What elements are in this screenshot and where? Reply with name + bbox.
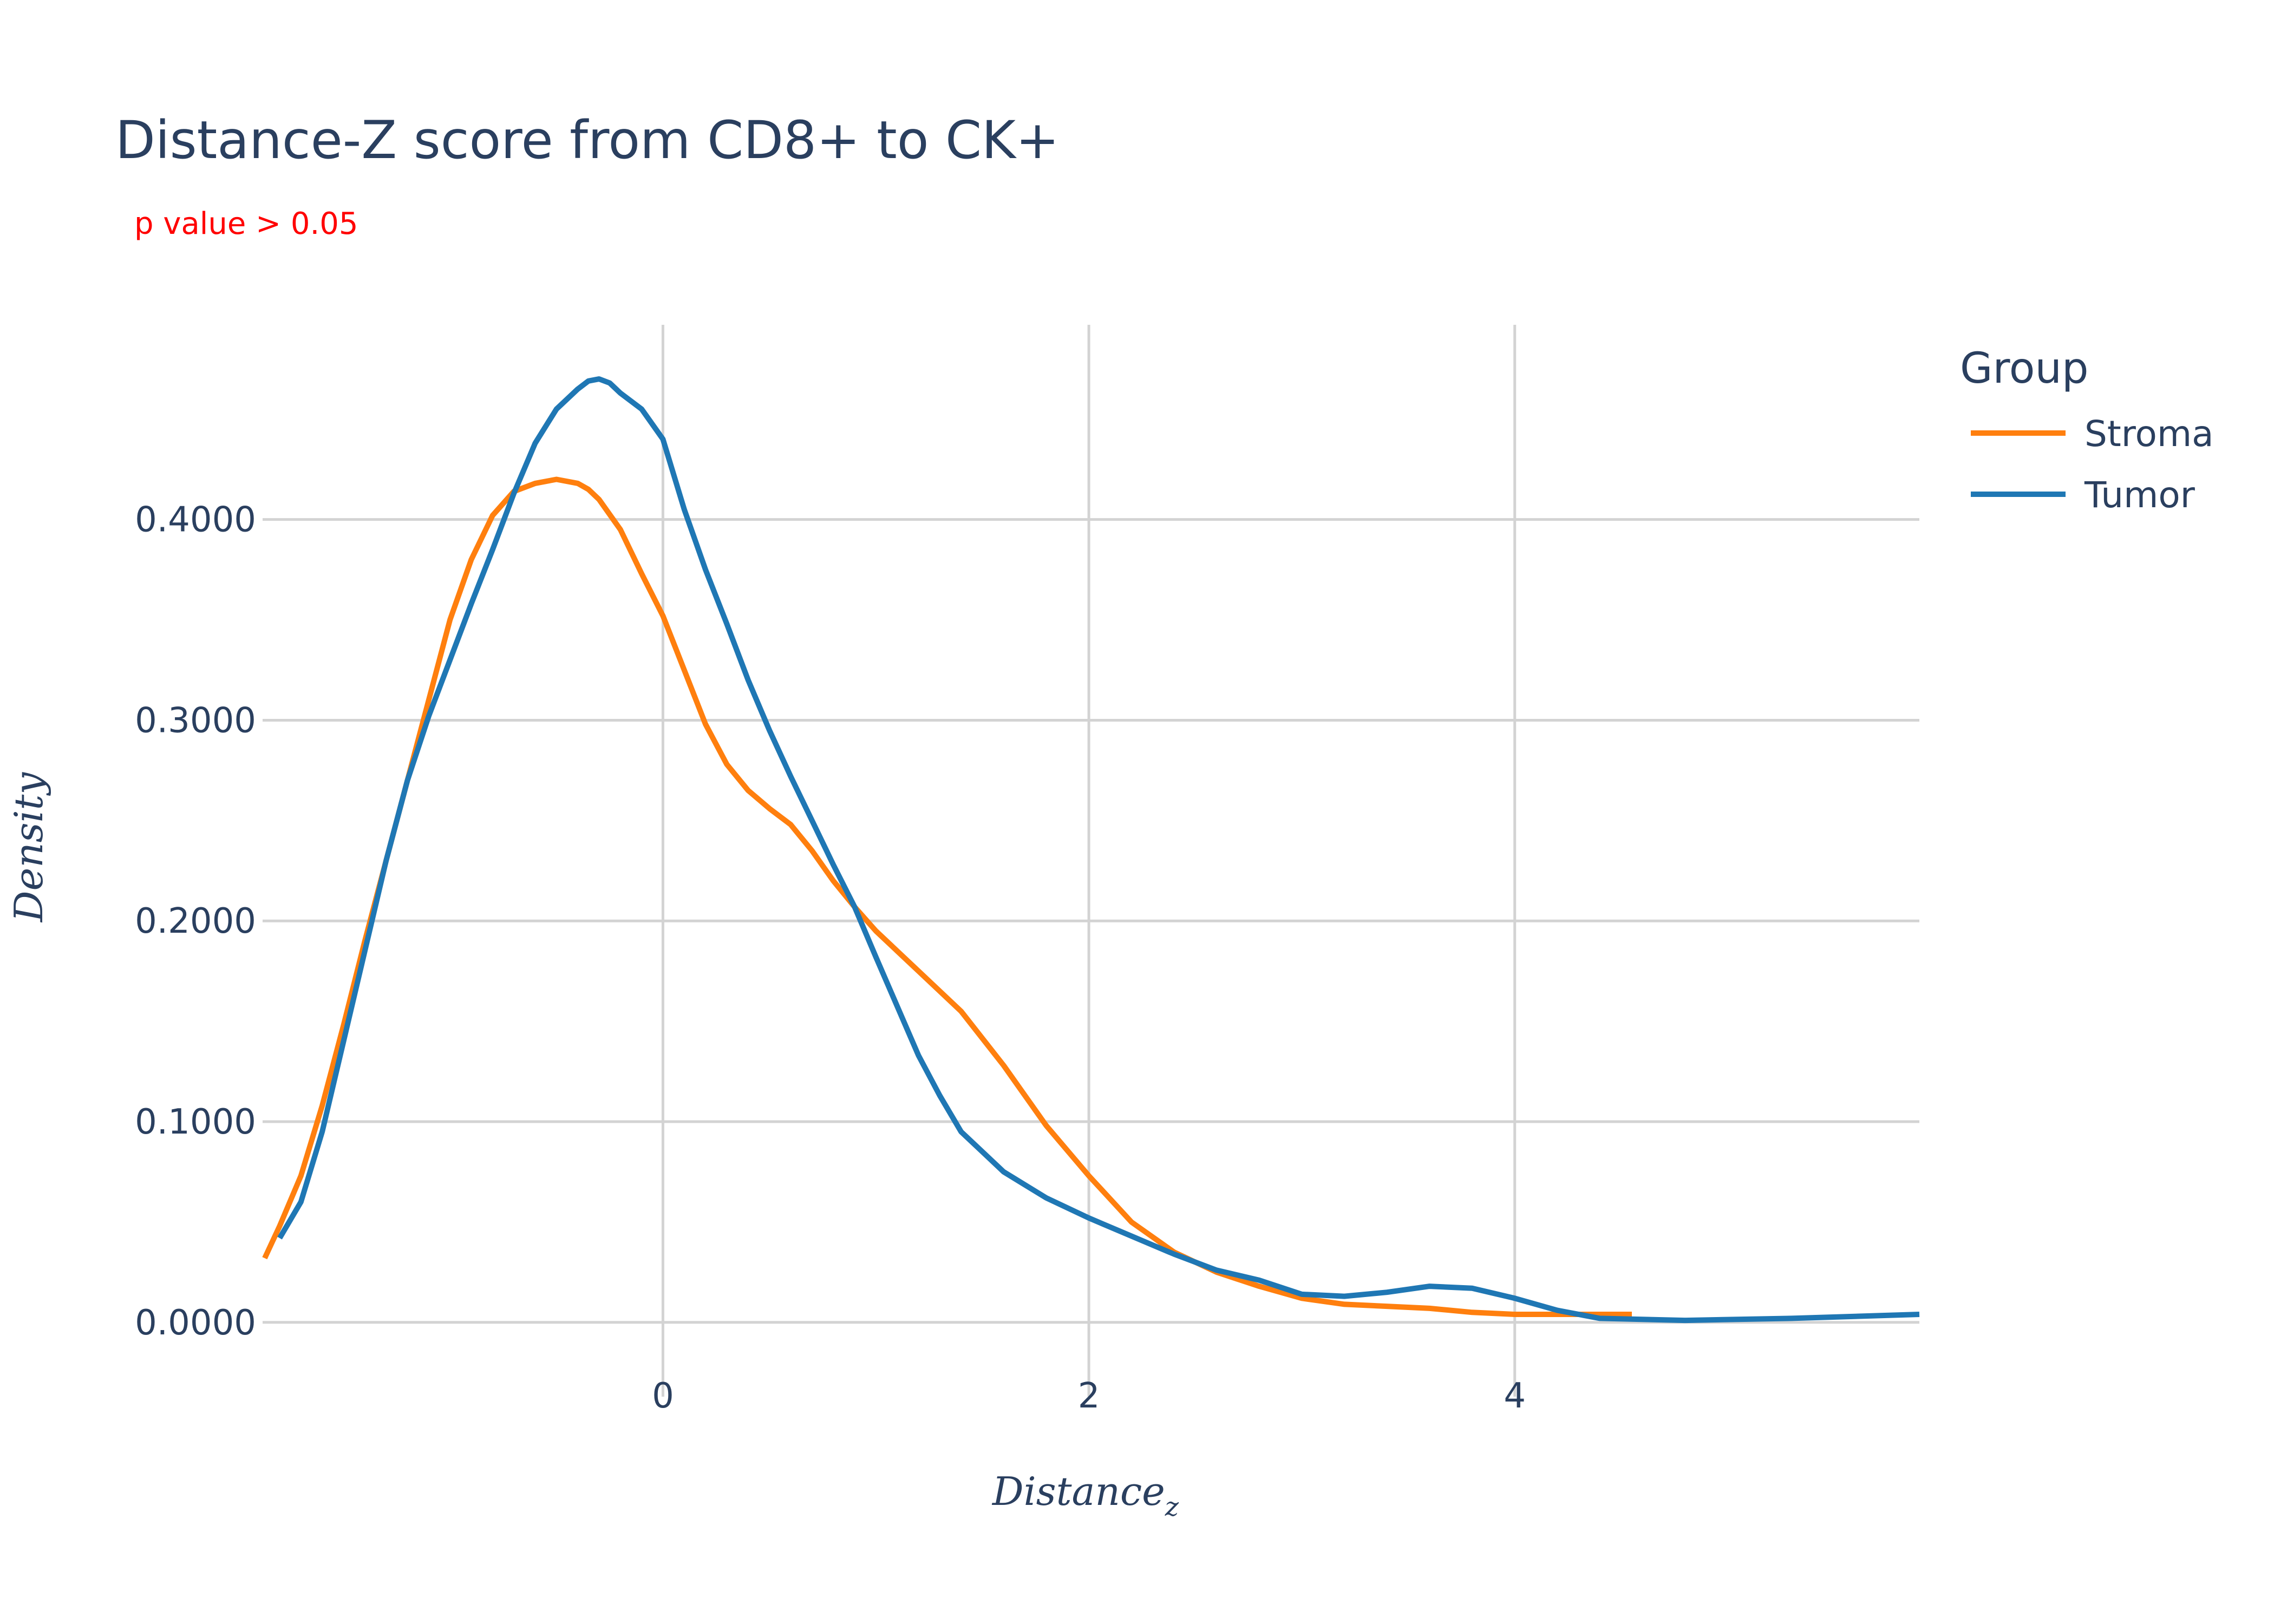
series-line-stroma [262, 476, 1632, 1317]
x-axis-label: Distancez [991, 1469, 1179, 1522]
gridlines [263, 325, 1919, 1397]
legend-title: Group [1960, 344, 2088, 393]
legend-label-tumor: Tumor [2084, 474, 2195, 516]
x-axis-label-subscript: z [1165, 1492, 1179, 1522]
chart-subtitle: p value > 0.05 [134, 206, 358, 241]
y-axis-label: Density [6, 772, 51, 924]
legend-label-stroma: Stroma [2084, 413, 2214, 455]
y-tick-label: 0.2000 [135, 901, 256, 941]
y-tick-label: 0.0000 [135, 1303, 256, 1343]
legend: Group Stroma Tumor [1960, 344, 2214, 516]
x-axis-ticks: 0 2 4 [652, 1376, 1526, 1416]
y-tick-label: 0.3000 [135, 700, 256, 741]
legend-items: Stroma Tumor [1971, 413, 2214, 516]
x-axis-label-main: Distance [991, 1469, 1165, 1514]
y-tick-label: 0.4000 [135, 500, 256, 540]
chart-title: Distance-Z score from CD8+ to CK+ [115, 110, 1059, 171]
y-axis-ticks: 0.0000 0.1000 0.2000 0.3000 0.4000 [135, 500, 256, 1343]
x-tick-label: 0 [652, 1376, 674, 1416]
x-tick-label: 4 [1504, 1376, 1526, 1416]
series-lines [262, 376, 1920, 1324]
series-line-tumor [277, 376, 1920, 1324]
x-tick-label: 2 [1078, 1376, 1100, 1416]
y-tick-label: 0.1000 [135, 1102, 256, 1142]
